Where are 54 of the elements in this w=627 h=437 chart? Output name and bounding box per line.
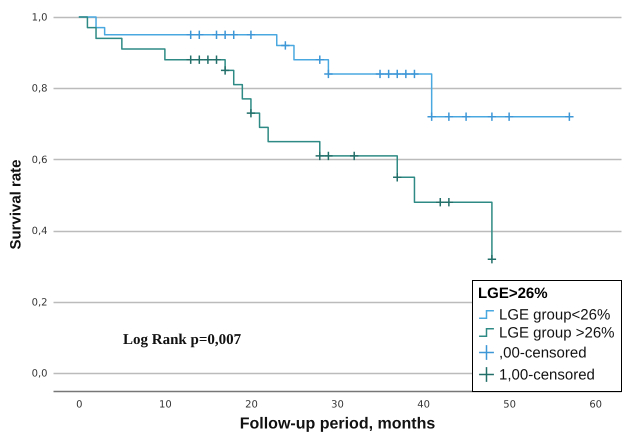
- point: [186, 54, 196, 65]
- point: [486, 112, 497, 122]
- y-tick-label: 0,0: [32, 368, 48, 380]
- annotation: Log Rank p=0,007: [123, 332, 242, 348]
- x-tick-label: 50: [503, 400, 516, 410]
- point: [194, 54, 204, 65]
- point: [444, 197, 454, 208]
- legend-label: 1,00-censored: [499, 366, 595, 384]
- x-tick-label: 0: [76, 400, 83, 410]
- point: [314, 54, 325, 65]
- point: [444, 112, 454, 122]
- x-tick-label: 40: [417, 400, 430, 410]
- point: [504, 112, 514, 122]
- point: [349, 150, 360, 161]
- point: [194, 30, 204, 40]
- point: [461, 112, 472, 122]
- point: [246, 30, 256, 40]
- x-tick-label: 30: [331, 400, 344, 410]
- point: [228, 30, 239, 40]
- point: [212, 54, 222, 65]
- x-tick-label: 60: [589, 400, 602, 410]
- point: [202, 54, 213, 65]
- point: [280, 40, 290, 50]
- y-axis-title: Survival rate: [8, 159, 25, 250]
- x-tick-label: 10: [159, 400, 172, 410]
- point: [564, 112, 574, 122]
- y-tick-label: 1,0: [32, 12, 48, 24]
- legend-label: LGE group<26%: [499, 306, 610, 324]
- point: [314, 150, 325, 161]
- y-tick-label: 0,4: [32, 226, 48, 238]
- legend-label: LGE group >26%: [499, 324, 614, 342]
- x-tick-label: 20: [245, 400, 258, 410]
- y-tick-label: 0,8: [32, 84, 48, 95]
- point: [392, 69, 402, 79]
- point: [392, 172, 402, 182]
- point: [323, 69, 334, 79]
- x-axis-title: Follow-up period, months: [240, 416, 436, 432]
- point: [384, 69, 394, 79]
- point: [435, 197, 446, 208]
- point: [400, 69, 411, 79]
- point: [186, 30, 196, 40]
- point: [246, 108, 256, 118]
- legend-label: ,00-censored: [499, 344, 587, 362]
- y-tick-label: 0,2: [32, 297, 48, 308]
- point: [220, 30, 230, 40]
- point: [426, 112, 437, 122]
- point: [375, 69, 385, 79]
- point: [220, 65, 230, 76]
- point: [323, 150, 334, 161]
- point: [212, 30, 222, 40]
- legend-title: LGE>26%: [478, 285, 548, 302]
- point: [410, 69, 420, 79]
- y-tick-label: 0,6: [32, 154, 48, 166]
- point: [486, 254, 497, 264]
